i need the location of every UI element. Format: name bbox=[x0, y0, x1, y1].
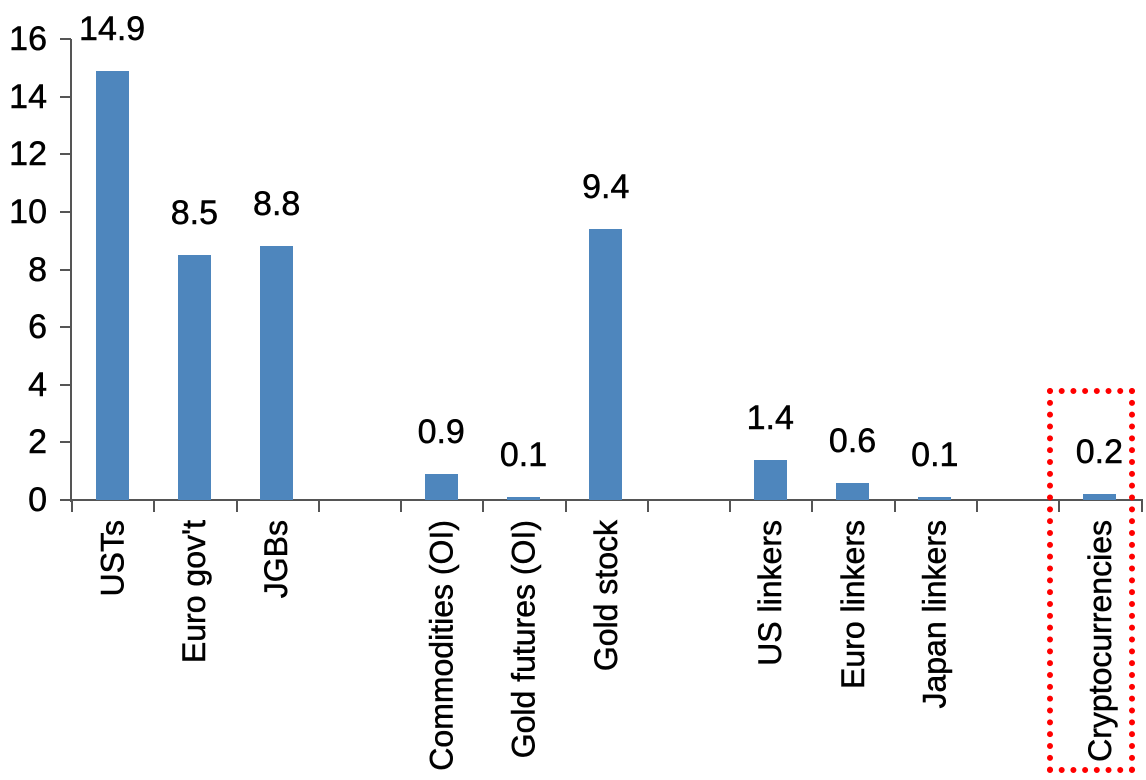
category-label-gold-stock: Gold stock bbox=[587, 520, 625, 672]
y-tick-label: 0 bbox=[28, 481, 47, 519]
x-axis-tick bbox=[317, 501, 320, 512]
y-tick-label: 6 bbox=[28, 308, 47, 347]
bar-gold-futures-oi bbox=[506, 497, 540, 500]
y-axis-tick bbox=[60, 38, 71, 40]
bar-jgbs bbox=[260, 246, 294, 500]
x-axis-tick bbox=[235, 501, 238, 512]
bar-usts bbox=[95, 70, 129, 500]
category-label-euro-gov-t: Euro gov't bbox=[176, 520, 213, 664]
value-label-gold-stock: 9.4 bbox=[582, 168, 630, 207]
value-label-us-linkers: 1.4 bbox=[746, 398, 794, 437]
y-tick-label: 10 bbox=[9, 192, 47, 231]
x-axis-tick bbox=[564, 501, 567, 512]
value-label-euro-gov-t: 8.5 bbox=[170, 194, 219, 233]
x-axis-tick bbox=[975, 501, 978, 512]
category-label-us-linkers: US linkers bbox=[752, 520, 789, 666]
x-axis-tick bbox=[1140, 501, 1143, 512]
y-axis-line bbox=[70, 39, 72, 502]
y-axis-tick bbox=[60, 210, 71, 213]
bar-euro-gov-t bbox=[177, 255, 211, 500]
x-axis-tick bbox=[400, 501, 403, 512]
value-label-commodities-oi: 0.9 bbox=[417, 413, 465, 452]
x-axis-tick bbox=[482, 501, 485, 512]
value-label-cryptocurrencies: 0.2 bbox=[1075, 433, 1123, 472]
bar-us-linkers bbox=[753, 459, 787, 500]
category-label-jgbs: JGBs bbox=[258, 520, 295, 599]
category-label-japan-linkers: Japan linkers bbox=[916, 520, 954, 709]
y-axis-tick bbox=[60, 441, 71, 444]
bar-commodities-oi bbox=[424, 474, 458, 500]
x-axis-tick bbox=[646, 501, 649, 512]
category-label-usts: USTs bbox=[94, 520, 131, 597]
y-axis-tick bbox=[60, 326, 71, 329]
y-axis-tick bbox=[60, 268, 71, 271]
x-axis-tick bbox=[729, 501, 732, 512]
bar-cryptocurrencies bbox=[1082, 494, 1116, 500]
y-tick-label: 4 bbox=[28, 365, 47, 404]
value-label-japan-linkers: 0.1 bbox=[911, 436, 959, 475]
bar-gold-stock bbox=[589, 229, 623, 500]
value-label-usts: 14.9 bbox=[79, 9, 146, 48]
y-tick-label: 16 bbox=[9, 20, 47, 58]
value-label-gold-futures-oi: 0.1 bbox=[499, 436, 548, 475]
bar-japan-linkers bbox=[918, 497, 952, 500]
x-axis-tick bbox=[153, 501, 156, 512]
y-axis-tick bbox=[60, 95, 71, 98]
x-axis-line bbox=[70, 499, 1143, 501]
y-tick-label: 2 bbox=[28, 423, 47, 462]
value-label-euro-linkers: 0.6 bbox=[828, 421, 877, 460]
category-label-commodities-oi: Commodities (OI) bbox=[423, 520, 460, 771]
x-axis-tick bbox=[893, 501, 896, 512]
y-tick-label: 12 bbox=[9, 135, 47, 174]
x-axis-tick bbox=[1058, 501, 1061, 512]
x-axis-tick bbox=[71, 501, 73, 512]
highlight-box-cryptocurrencies bbox=[1047, 388, 1135, 773]
y-tick-label: 8 bbox=[28, 250, 47, 289]
x-axis-tick bbox=[811, 501, 814, 512]
y-axis-tick bbox=[60, 153, 71, 156]
category-label-gold-futures-oi: Gold futures (OI) bbox=[505, 520, 542, 759]
y-axis-tick bbox=[60, 383, 71, 386]
bar-euro-linkers bbox=[836, 482, 870, 500]
y-axis-tick bbox=[60, 499, 71, 501]
value-label-jgbs: 8.8 bbox=[253, 185, 301, 224]
category-label-euro-linkers: Euro linkers bbox=[834, 520, 871, 689]
y-tick-label: 14 bbox=[9, 77, 47, 116]
